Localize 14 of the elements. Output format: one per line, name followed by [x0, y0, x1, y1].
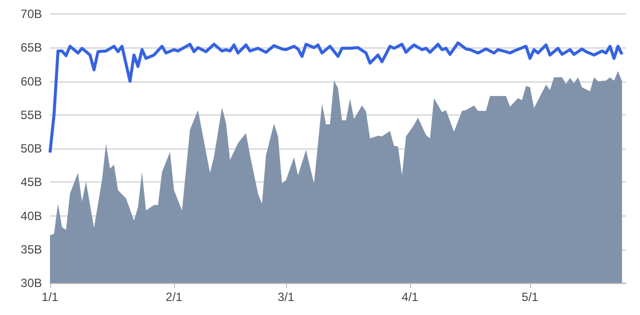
- y-tick-label: 30B: [20, 276, 42, 290]
- x-tick-label: 4/1: [402, 290, 419, 304]
- y-tick-label: 50B: [20, 142, 42, 156]
- y-tick-label: 45B: [20, 175, 42, 190]
- y-tick-label: 55B: [20, 108, 42, 122]
- y-tick-label: 40B: [20, 208, 42, 223]
- y-tick-label: 35B: [20, 242, 42, 256]
- y-tick-label: 70B: [20, 7, 42, 21]
- y-tick-label: 60B: [20, 74, 42, 88]
- y-tick-label: 65B: [20, 40, 42, 55]
- x-tick-label: 3/1: [278, 290, 295, 304]
- x-tick-label: 5/1: [522, 290, 539, 304]
- x-tick-label: 1/1: [42, 290, 59, 304]
- x-tick-label: 2/1: [166, 290, 183, 304]
